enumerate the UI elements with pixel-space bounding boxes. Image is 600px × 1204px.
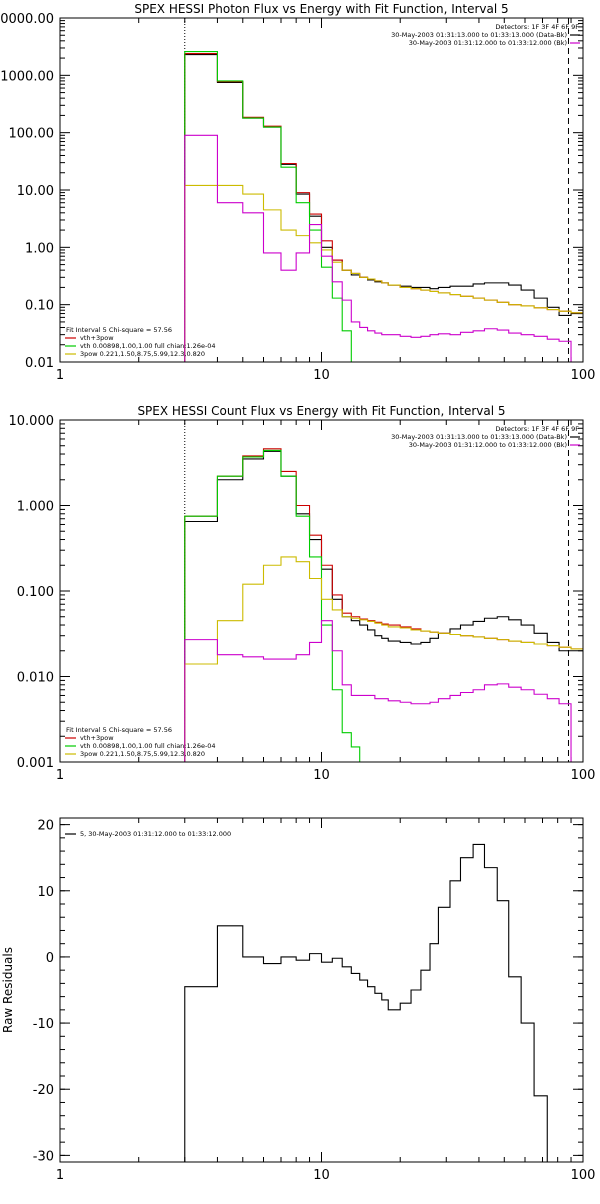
axis-ticks xyxy=(59,17,584,363)
x-tick-label: 1 xyxy=(56,768,64,783)
series-vth-3pow xyxy=(184,52,583,362)
y-tick-label: 0 xyxy=(46,951,54,966)
chart-panel-2: SPEX HESSI Count Flux vs Energy with Fit… xyxy=(9,404,596,783)
series-bk xyxy=(184,620,572,762)
series-vth xyxy=(184,50,352,362)
legend-entry: vth 0.00898,1.00,1.00 full chian:1.26e-0… xyxy=(80,342,216,350)
series-bk xyxy=(184,134,572,362)
series-3pow xyxy=(184,184,583,362)
x-tick-label: 10 xyxy=(313,768,330,783)
series-data-bk xyxy=(184,54,583,362)
series-group xyxy=(184,448,583,762)
x-tick-label: 10 xyxy=(313,368,330,383)
plot-frame xyxy=(59,17,584,363)
y-tick-label: 20 xyxy=(37,819,54,834)
chart-title: SPEX HESSI Photon Flux vs Energy with Fi… xyxy=(134,2,508,16)
y-tick-label: 10.00 xyxy=(17,184,54,199)
x-tick-label: 100 xyxy=(571,1168,596,1183)
legend-entry: vth+3pow xyxy=(80,334,114,342)
legend-entry: 3pow 0.221,1.50,8.75,5.99,12.3,0.820 xyxy=(80,350,205,358)
chart-panel-1: SPEX HESSI Photon Flux vs Energy with Fi… xyxy=(0,2,595,383)
legend-entry: 5, 30-May-2003 01:31:12.000 to 01:33:12.… xyxy=(80,830,231,838)
chart-title: SPEX HESSI Count Flux vs Energy with Fit… xyxy=(137,404,505,418)
axis-ticks xyxy=(59,419,584,763)
y-tick-label: 100.00 xyxy=(9,127,55,142)
info-line: 30-May-2003 01:31:12.000 to 01:33:12.000… xyxy=(409,39,567,47)
y-tick-label: 0.01 xyxy=(25,356,54,371)
x-tick-label: 1 xyxy=(56,368,64,383)
x-tick-label: 100 xyxy=(571,768,596,783)
series-vth xyxy=(184,449,361,762)
info-line: 30-May-2003 01:31:12.000 to 01:33:12.000… xyxy=(409,441,567,449)
y-tick-label: 0.010 xyxy=(17,671,54,686)
y-tick-label: 1.00 xyxy=(25,241,54,256)
info-line: Detectors: 1F 3F 4F 6F 9F xyxy=(495,23,579,31)
y-tick-label: 0.10 xyxy=(25,299,54,314)
legend-entry: vth 0.00898,1.00,1.00 full chian:1.26e-0… xyxy=(80,742,216,750)
x-tick-label: 10 xyxy=(313,1168,330,1183)
y-tick-label: 1.000 xyxy=(17,500,54,515)
series-group xyxy=(184,843,583,1162)
plot-frame xyxy=(59,817,584,1163)
axis-ticks xyxy=(59,818,584,1162)
legend-entry: 3pow 0.221,1.50,8.75,5.99,12.3,0.820 xyxy=(80,750,205,758)
y-tick-label: 0.100 xyxy=(17,585,54,600)
chart-panel-3: Raw Residuals 1 10 100 -30 -20 -10 0 10 20 5, 30-M… xyxy=(1,817,596,1183)
series-group xyxy=(184,50,583,362)
x-tick-label: 100 xyxy=(571,368,596,383)
y-tick-label: 10.000 xyxy=(9,414,55,429)
info-line: Detectors: 1F 3F 4F 6F 9F xyxy=(495,425,579,433)
y-tick-label: -20 xyxy=(33,1083,54,1098)
plot-frame xyxy=(59,419,584,763)
x-tick-label: 1 xyxy=(56,1168,64,1183)
y-tick-label: -30 xyxy=(33,1149,54,1164)
legend-entry: Fit Interval 5 Chi-square = 57.56 xyxy=(66,726,172,734)
info-line: 30-May-2003 01:31:13.000 to 01:33:13.000… xyxy=(391,31,567,39)
y-tick-label: -10 xyxy=(33,1017,54,1032)
y-tick-label: 0.001 xyxy=(17,756,54,771)
legend-entry: vth+3pow xyxy=(80,734,114,742)
legend-entry: Fit Interval 5 Chi-square = 57.56 xyxy=(66,326,172,334)
series-data-bk xyxy=(184,450,583,762)
y-tick-label: 1000.00 xyxy=(0,69,54,84)
series-5-30-may-2003-01-31-12-000-to-01-33-12-000 xyxy=(184,843,583,1162)
y-tick-label: 10 xyxy=(37,885,54,900)
series-vth-3pow xyxy=(184,448,583,762)
series-3pow xyxy=(184,556,583,762)
y-axis-label: Raw Residuals xyxy=(1,947,15,1033)
info-line: 30-May-2003 01:31:13.000 to 01:33:13.000… xyxy=(391,433,567,441)
y-tick-label: 10000.00 xyxy=(0,12,54,27)
